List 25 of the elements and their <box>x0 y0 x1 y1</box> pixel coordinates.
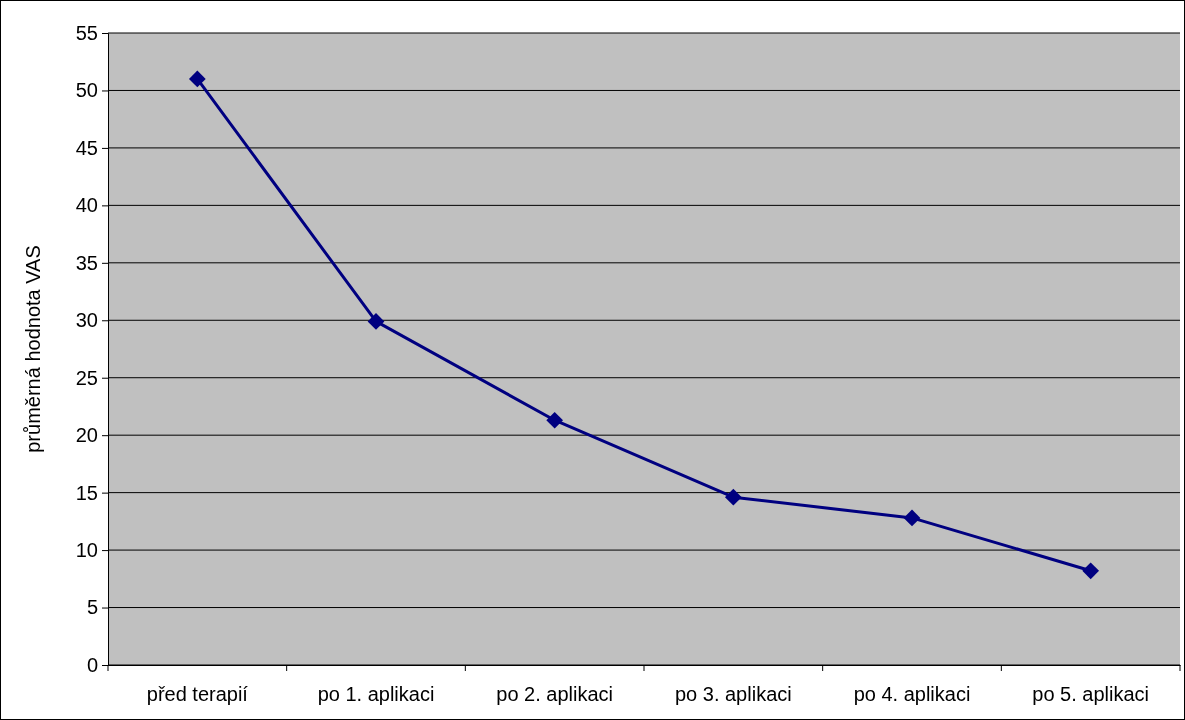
y-tick-label: 35 <box>75 251 98 274</box>
y-axis-title: průměrná hodnota VAS <box>22 245 44 453</box>
y-tick-label: 50 <box>75 79 98 102</box>
y-tick-label: 45 <box>75 136 98 159</box>
y-tick-label: 10 <box>75 538 98 561</box>
x-tick-label: před terapií <box>146 683 249 706</box>
x-tick-label: po 4. aplikaci <box>853 683 971 706</box>
x-tick-label: po 3. aplikaci <box>674 683 792 706</box>
y-tick-label: 15 <box>75 481 98 504</box>
point <box>1082 562 1100 580</box>
x-tick-label: po 5. aplikaci <box>1032 683 1150 706</box>
point <box>724 488 742 506</box>
point <box>367 313 385 330</box>
point <box>903 509 921 527</box>
y-tick-label: 20 <box>75 424 98 447</box>
y-tick-label: 55 <box>75 21 98 44</box>
x-tick-label: po 2. aplikaci <box>496 683 614 706</box>
y-tick-label: 40 <box>75 194 98 217</box>
y-tick-label: 25 <box>75 366 98 389</box>
y-tick-label: 30 <box>75 309 98 332</box>
point <box>188 70 206 88</box>
y-tick-label: 5 <box>86 596 98 619</box>
x-tick-label: po 1. aplikaci <box>317 683 435 706</box>
point <box>546 411 564 429</box>
y-tick-label: 0 <box>86 653 98 676</box>
